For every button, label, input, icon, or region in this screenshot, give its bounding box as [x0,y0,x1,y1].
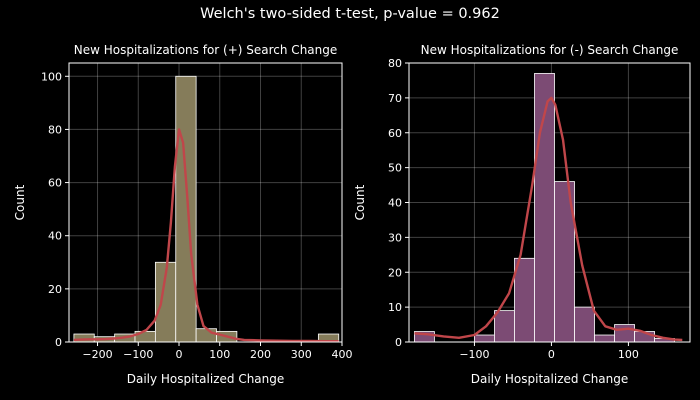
x-tick-label: 100 [618,348,639,361]
y-tick-label: 70 [388,92,402,105]
histogram-bar [195,328,217,343]
histogram-panel-negative: −100 0 100 0 10 20 30 40 50 60 70 80 New Hospitaliza… [353,43,691,386]
figure-suptitle: Welch's two-sided t-test, p-value = 0.96… [200,6,500,22]
histogram-bar [474,334,495,343]
y-tick-label: 10 [388,301,402,314]
x-tick-label: −200 [82,348,112,361]
y-tick-label: 30 [388,231,402,244]
panel-title: New Hospitalizations for (+) Search Chan… [74,43,338,57]
y-tick-label: 40 [48,230,62,243]
panel-title: New Hospitalizations for (-) Search Chan… [421,43,679,57]
y-tick-label: 100 [41,70,62,83]
histogram-bar [175,75,197,343]
histogram-bar [614,324,635,343]
histogram-bar [494,310,515,343]
y-tick-label: 0 [395,336,402,349]
axes-frame [68,62,343,343]
x-axis-label: Daily Hospitalized Change [127,372,285,386]
y-tick-label: 60 [388,127,402,140]
y-tick-label: 20 [48,283,62,296]
kde-curve [414,96,683,342]
y-axis-label: Count [353,184,367,220]
histogram-bar [514,257,535,343]
y-tick-label: 60 [48,177,62,190]
x-axis-label: Daily Hospitalized Change [471,372,629,386]
y-tick-label: 50 [388,162,402,175]
y-tick-label: 40 [388,197,402,210]
x-tick-label: 200 [250,348,271,361]
y-axis-label: Count [13,184,27,220]
y-tick-label: 20 [388,266,402,279]
x-tick-label: −100 [123,348,153,361]
histogram-bar [594,334,615,343]
x-tick-label: 300 [291,348,312,361]
x-tick-label: −100 [459,348,489,361]
histogram-bar [574,306,595,343]
x-tick-label: 0 [548,348,555,361]
x-tick-label: 0 [176,348,183,361]
x-tick-label: 400 [332,348,353,361]
y-tick-label: 80 [388,57,402,70]
y-tick-label: 0 [55,336,62,349]
y-tick-label: 80 [48,123,62,136]
kde-curve [73,128,339,343]
x-tick-label: 100 [209,348,230,361]
histogram-panel-positive: −200 −100 0 100 200 300 400 0 20 40 60 80 100 New Hos… [13,43,353,386]
